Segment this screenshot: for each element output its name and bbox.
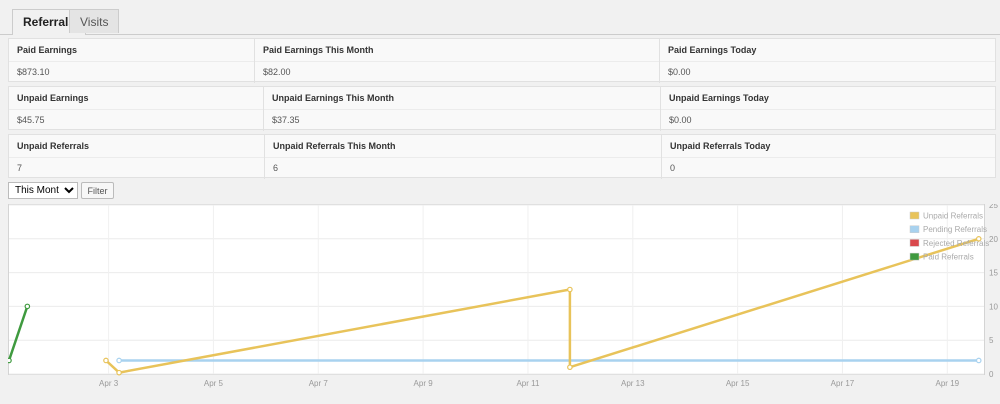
divider xyxy=(255,61,659,62)
stat-value: $0.00 xyxy=(668,67,691,77)
stat-label: Unpaid Referrals Today xyxy=(670,141,771,151)
stat-value: $45.75 xyxy=(17,115,45,125)
stat-label: Unpaid Referrals This Month xyxy=(273,141,396,151)
series-line-paid xyxy=(8,305,29,361)
stat-unpaid-earnings-today: Unpaid Earnings Today $0.00 xyxy=(661,87,995,131)
x-tick-label: Apr 5 xyxy=(204,379,224,388)
legend-swatch xyxy=(909,252,920,261)
x-tick-label: Apr 11 xyxy=(516,379,540,388)
y-tick-label: 20 xyxy=(989,235,998,244)
stat-label: Unpaid Earnings xyxy=(17,93,89,103)
y-tick-label: 15 xyxy=(989,269,998,278)
divider xyxy=(265,157,661,158)
stat-label: Unpaid Earnings Today xyxy=(669,93,769,103)
x-tick-label: Apr 15 xyxy=(726,379,750,388)
divider xyxy=(9,109,263,110)
tab-visits[interactable]: Visits xyxy=(69,9,120,33)
data-point-unpaid xyxy=(103,357,109,364)
legend-swatch xyxy=(909,225,920,233)
series xyxy=(8,235,982,376)
data-point-pending xyxy=(116,357,122,364)
legend-swatch xyxy=(909,239,920,247)
stat-label: Paid Earnings xyxy=(17,45,78,55)
divider xyxy=(9,157,264,158)
data-point-unpaid xyxy=(567,364,573,371)
data-point-unpaid xyxy=(116,369,122,376)
stat-value: 6 xyxy=(273,163,279,173)
date-range-select[interactable]: This Month xyxy=(8,182,78,199)
stat-label: Paid Earnings Today xyxy=(668,45,757,55)
stat-value: 0 xyxy=(670,163,676,173)
stat-unpaid-referrals: Unpaid Referrals 7 xyxy=(9,135,265,179)
divider xyxy=(660,61,995,62)
legend: Unpaid Referrals Pending Referrals Rejecte… xyxy=(909,211,989,262)
data-point-unpaid xyxy=(567,286,573,293)
divider xyxy=(661,109,995,110)
x-tick-label: Apr 19 xyxy=(936,379,960,388)
legend-label: Rejected Referrals xyxy=(923,239,989,248)
stat-value: $82.00 xyxy=(263,67,291,77)
legend-label: Unpaid Referrals xyxy=(923,212,983,221)
stat-paid-earnings: Paid Earnings $873.10 xyxy=(9,39,255,83)
y-tick-label: 25 xyxy=(989,204,998,210)
stat-paid-earnings-month: Paid Earnings This Month $82.00 xyxy=(255,39,660,83)
data-point-unpaid xyxy=(975,235,982,242)
x-tick-label: Apr 9 xyxy=(414,379,434,388)
stat-label: Unpaid Referrals xyxy=(17,141,90,151)
y-axis: 0 5 10 15 20 25 xyxy=(989,204,998,379)
paid-earnings-stats: Paid Earnings $873.10 Paid Earnings This… xyxy=(8,38,996,83)
x-tick-label: Apr 3 xyxy=(99,379,119,388)
stat-unpaid-earnings: Unpaid Earnings $45.75 xyxy=(9,87,264,131)
stat-paid-earnings-today: Paid Earnings Today $0.00 xyxy=(660,39,995,83)
divider xyxy=(662,157,995,158)
x-axis: Apr 3 Apr 5 Apr 7 Apr 9 Apr 11 Apr 13 Apr 15 Ap… xyxy=(99,379,960,388)
data-point-pending xyxy=(975,357,982,364)
data-point-paid xyxy=(24,303,31,310)
y-tick-label: 5 xyxy=(989,336,994,345)
stat-value: $0.00 xyxy=(669,115,692,125)
divider xyxy=(264,109,660,110)
grid xyxy=(9,204,984,375)
stat-unpaid-earnings-month: Unpaid Earnings This Month $37.35 xyxy=(264,87,661,131)
x-tick-label: Apr 7 xyxy=(309,379,329,388)
divider xyxy=(9,61,254,62)
y-tick-label: 10 xyxy=(989,302,998,311)
stat-value: $873.10 xyxy=(17,67,50,77)
unpaid-referrals-stats: Unpaid Referrals 7 Unpaid Referrals This… xyxy=(8,134,996,179)
stat-label: Paid Earnings This Month xyxy=(263,45,374,55)
x-tick-label: Apr 17 xyxy=(831,379,855,388)
plot-area xyxy=(8,204,985,375)
y-tick-label: 0 xyxy=(989,370,994,379)
tab-bar: Referrals Visits xyxy=(0,0,1000,35)
legend-swatch xyxy=(909,211,920,220)
stat-unpaid-referrals-today: Unpaid Referrals Today 0 xyxy=(662,135,995,179)
stat-value: $37.35 xyxy=(272,115,300,125)
stat-unpaid-referrals-month: Unpaid Referrals This Month 6 xyxy=(265,135,662,179)
filter-button[interactable]: Filter xyxy=(81,182,114,199)
data-point-paid xyxy=(8,357,12,364)
legend-label: Paid Referrals xyxy=(923,253,974,262)
unpaid-earnings-stats: Unpaid Earnings $45.75 Unpaid Earnings T… xyxy=(8,86,996,131)
stat-label: Unpaid Earnings This Month xyxy=(272,93,394,103)
legend-label: Pending Referrals xyxy=(923,225,987,234)
x-tick-label: Apr 13 xyxy=(621,379,645,388)
stat-value: 7 xyxy=(17,163,23,173)
